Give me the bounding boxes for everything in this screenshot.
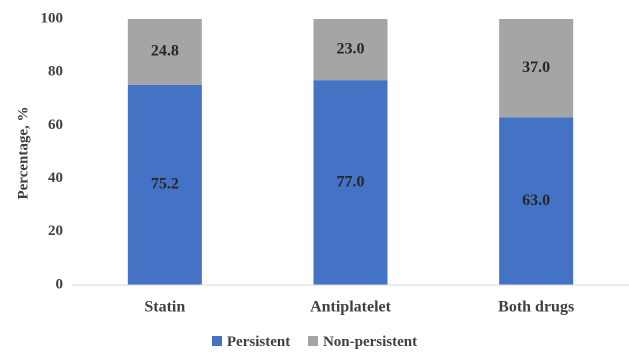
legend-swatch-persistent — [211, 336, 222, 346]
data-label: 63.0 — [522, 192, 550, 209]
data-label: 75.2 — [151, 176, 179, 193]
bar-persistent-both-drugs — [499, 117, 574, 285]
bar-persistent-statin — [127, 84, 202, 285]
legend: Persistent Non-persistent — [0, 334, 629, 351]
x-tick-label: Both drugs — [498, 299, 574, 316]
y-tick-label: 40 — [48, 170, 63, 186]
bars: 75.2 24.8 77.0 23.0 63.0 37.0 — [127, 19, 574, 286]
legend-item-persistent: Persistent — [211, 334, 291, 351]
y-tick-label: 80 — [48, 64, 63, 80]
legend-label-non-persistent: Non-persistent — [322, 334, 418, 350]
legend-label-persistent: Persistent — [226, 334, 291, 350]
x-axis-labels: Statin Antiplatelet Both drugs — [144, 299, 574, 316]
x-tick-label: Antiplatelet — [310, 299, 392, 316]
data-label: 23.0 — [337, 40, 365, 57]
x-tick-label: Statin — [144, 299, 185, 316]
y-tick-label: 20 — [48, 223, 63, 239]
bar-non-persistent-antiplatelet — [313, 19, 388, 81]
y-tick-label: 60 — [48, 117, 63, 133]
data-label: 37.0 — [522, 59, 550, 76]
bar-persistent-antiplatelet — [313, 80, 388, 286]
bar-non-persistent-statin — [127, 19, 202, 85]
y-axis-title: Percentage, % — [15, 106, 31, 199]
data-label: 77.0 — [337, 173, 365, 190]
y-tick-label: 100 — [41, 10, 64, 26]
legend-swatch-non-persistent — [307, 336, 318, 346]
y-tick-label: 0 — [56, 276, 64, 292]
data-label: 24.8 — [151, 43, 179, 60]
bar-non-persistent-both-drugs — [499, 19, 574, 118]
y-axis-ticks: 0 20 40 60 80 100 — [41, 10, 64, 292]
legend-item-non-persistent: Non-persistent — [307, 334, 418, 351]
